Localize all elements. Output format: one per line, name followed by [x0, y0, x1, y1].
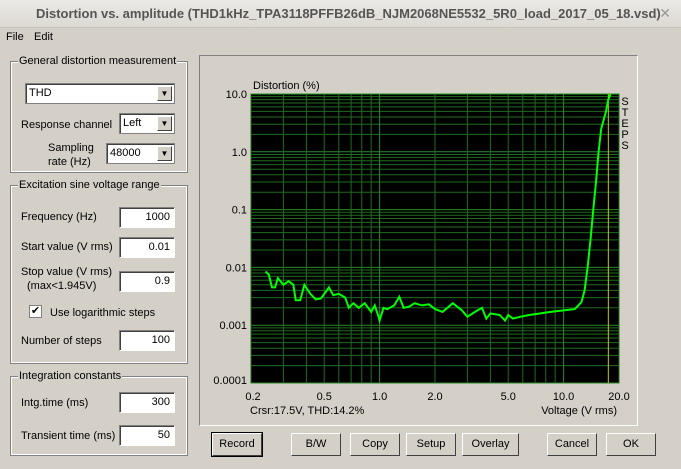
start-input[interactable]: 0.01 [119, 237, 175, 258]
chevron-down-icon[interactable]: ▼ [157, 86, 172, 101]
bw-button[interactable]: B/W [291, 433, 341, 456]
x-tick-label: 20.0 [608, 391, 629, 403]
close-icon[interactable]: ✕ [659, 5, 671, 21]
steps-label: T [622, 107, 629, 119]
x-tick-label: 10.0 [553, 391, 574, 403]
menu-file[interactable]: File [6, 31, 24, 43]
y-tick-label: 10.0 [226, 89, 247, 101]
group-title: General distortion measurement [18, 55, 178, 68]
steps-label: E [621, 118, 628, 130]
y-tick-label: 1.0 [232, 147, 247, 159]
frequency-input[interactable]: 1000 [119, 207, 175, 228]
integration-group: Integration constants Intg.time (ms) 300… [10, 370, 188, 456]
cursor-readout: Crsr:17.5V, THD:14.2% [250, 405, 365, 417]
group-title: Excitation sine voltage range [18, 179, 161, 192]
ok-button[interactable]: OK [606, 433, 656, 456]
graph-panel [199, 55, 638, 426]
menu-edit[interactable]: Edit [34, 31, 53, 43]
x-tick-label: 0.5 [317, 391, 332, 403]
stop-input[interactable]: 0.9 [119, 271, 175, 292]
sampling-select[interactable]: 48000 ▼ [106, 143, 175, 164]
overlay-button[interactable]: Overlay [462, 433, 519, 456]
start-label: Start value (V rms) [21, 241, 113, 253]
y-tick-label: 0.01 [226, 262, 247, 274]
steps-input[interactable]: 100 [119, 330, 175, 351]
excitation-group: Excitation sine voltage range Frequency … [10, 179, 188, 364]
steps-label: P [621, 129, 628, 141]
setup-button[interactable]: Setup [406, 433, 456, 456]
x-tick-label: 5.0 [501, 391, 516, 403]
x-axis-label: Voltage (V rms) [541, 405, 617, 417]
mode-select[interactable]: THD ▼ [25, 83, 175, 104]
response-value: Left [123, 117, 142, 129]
mode-value: THD [29, 87, 52, 99]
frequency-label: Frequency (Hz) [21, 211, 97, 223]
x-tick-label: 1.0 [372, 391, 387, 403]
title-bar: Distortion vs. amplitude (THD1kHz_TPA311… [0, 0, 681, 28]
steps-label: S [621, 140, 628, 152]
log-steps-label: Use logarithmic steps [50, 307, 156, 319]
x-tick-label: 0.2 [245, 391, 260, 403]
menu-bar: File Edit [0, 28, 681, 46]
steps-label: S [621, 96, 628, 108]
y-tick-label: 0.1 [232, 205, 247, 217]
intg-input[interactable]: 300 [119, 392, 175, 413]
transient-input[interactable]: 50 [119, 425, 175, 446]
response-select[interactable]: Left ▼ [119, 113, 175, 134]
y-tick-label: 0.0001 [213, 375, 247, 387]
stop-label: Stop value (V rms) [21, 266, 113, 278]
sampling-label-unit: rate (Hz) [48, 156, 91, 168]
sampling-label: Sampling [48, 142, 94, 154]
record-button[interactable]: Record [211, 432, 263, 457]
thd-series-line [264, 93, 612, 325]
copy-button[interactable]: Copy [350, 433, 400, 456]
steps-label: Number of steps [21, 335, 102, 347]
intg-label: Intg.time (ms) [21, 397, 89, 409]
stop-note: (max<1.945V) [27, 280, 97, 292]
cancel-button[interactable]: Cancel [547, 433, 597, 456]
y-tick-label: 0.001 [219, 320, 247, 332]
general-group: General distortion measurement THD ▼ Resp… [10, 55, 188, 173]
y-axis-label: Distortion (%) [253, 80, 320, 92]
response-label: Response channel [21, 119, 113, 131]
chevron-down-icon[interactable]: ▼ [157, 146, 172, 161]
transient-label: Transient time (ms) [21, 430, 116, 442]
sampling-value: 48000 [110, 147, 141, 159]
group-title: Integration constants [18, 370, 123, 383]
window-title: Distortion vs. amplitude (THD1kHz_TPA311… [36, 6, 661, 21]
x-tick-label: 2.0 [427, 391, 442, 403]
log-steps-checkbox[interactable]: ✔ [29, 305, 42, 318]
chevron-down-icon[interactable]: ▼ [157, 116, 172, 131]
